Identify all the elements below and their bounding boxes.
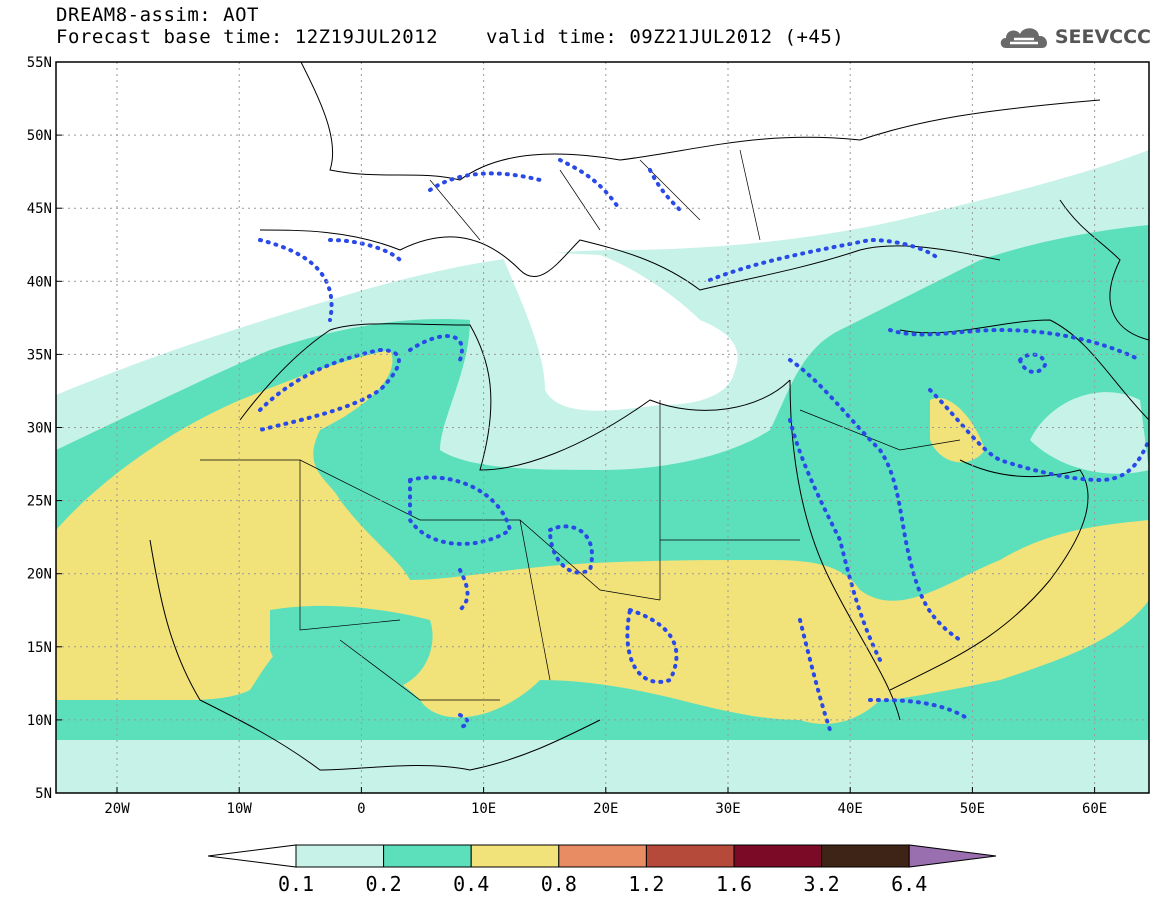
lat-tick-label: 45N: [27, 201, 52, 217]
lat-tick-label: 20N: [27, 567, 52, 583]
colorbar-swatch: [470, 844, 560, 868]
lat-tick-label: 5N: [35, 786, 52, 802]
colorbar: [207, 844, 997, 868]
cloud-icon: [1000, 28, 1047, 48]
colorbar-over-triangle: [908, 844, 997, 868]
lon-tick-label: 40E: [838, 801, 863, 817]
lon-tick-label: 50E: [960, 801, 985, 817]
lat-tick-label: 25N: [27, 494, 52, 510]
lat-tick-label: 50N: [27, 128, 52, 144]
colorbar-label: 1.6: [715, 872, 753, 896]
colorbar-label: 0.1: [277, 872, 315, 896]
lat-tick-label: 55N: [27, 55, 52, 71]
aot-dotted-contours: [258, 158, 1149, 732]
colorbar-label: 3.2: [803, 872, 840, 896]
lon-tick-label: 60E: [1082, 801, 1107, 817]
lat-tick-label: 30N: [27, 421, 52, 437]
valid-time-label: valid time: 09Z21JUL2012 (+45): [486, 26, 845, 48]
map-title: DREAM8-assim: AOT: [56, 4, 259, 26]
colorbar-label: 0.8: [540, 872, 577, 896]
axis-ticks: 20W 10W 0 10E 20E 30E 40E 50E 60E 55N 50N 45N 40N 35N…: [27, 55, 1108, 817]
colorbar-under-triangle: [207, 844, 297, 868]
lon-tick-label: 10W: [227, 801, 253, 817]
graticule: [56, 62, 1149, 793]
time-info: Forecast base time: 12Z19JUL2012 valid ti…: [56, 26, 844, 48]
seevccc-logo: SEEVCCC: [998, 24, 1151, 50]
aot-pocket-light-iran: [1030, 392, 1149, 474]
colorbar-swatch: [558, 844, 647, 868]
colorbar-label: 1.2: [628, 872, 665, 896]
lon-tick-label: 20W: [104, 801, 130, 817]
lat-tick-label: 40N: [27, 274, 52, 290]
aot-contour-high-arabia: [930, 398, 985, 463]
colorbar-label: 0.2: [365, 872, 402, 896]
map-field: [56, 62, 1149, 793]
lat-tick-label: 35N: [27, 347, 52, 363]
lon-tick-label: 20E: [593, 801, 618, 817]
colorbar-swatch: [383, 844, 472, 868]
logo-text: SEEVCCC: [1054, 26, 1151, 48]
lat-tick-label: 10N: [27, 713, 52, 729]
lon-tick-label: 10E: [471, 801, 496, 817]
lon-tick-label: 0: [357, 801, 365, 817]
lon-tick-label: 30E: [715, 801, 740, 817]
colorbar-swatch: [821, 844, 910, 868]
colorbar-swatch: [645, 844, 735, 868]
colorbar-label: 6.4: [891, 872, 928, 896]
base-time-label: Forecast base time: 12Z19JUL2012: [56, 26, 439, 48]
colorbar-swatch: [733, 844, 823, 868]
lat-tick-label: 15N: [27, 640, 52, 656]
colorbar-swatch: [295, 844, 385, 868]
country-borders: [200, 149, 961, 701]
colorbar-label: 0.4: [453, 872, 490, 896]
clear-area-mediterranean: [500, 250, 738, 411]
aot-pocket-medium-sahel: [270, 605, 433, 690]
